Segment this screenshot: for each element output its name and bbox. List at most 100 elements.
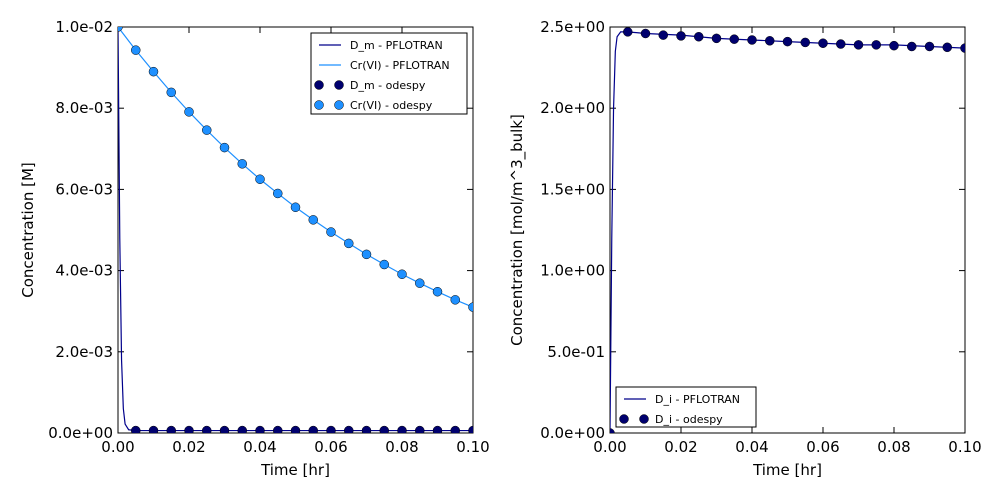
series-point-2	[273, 425, 283, 433]
series-point-2	[415, 425, 425, 433]
series-point-1	[889, 40, 899, 51]
y-tick-label: 2.0e+00	[540, 99, 605, 117]
y-axis-label: Concentration [mol/m^3_bulk]	[508, 114, 527, 346]
x-tick-label: 0.08	[385, 438, 418, 456]
series-point-1	[623, 27, 633, 37]
x-tick-label: 0.04	[243, 438, 276, 456]
y-tick-label: 2.0e-03	[55, 343, 113, 361]
x-tick-label: 0.02	[664, 438, 697, 456]
series-point-3	[308, 215, 318, 225]
series-point-3	[184, 107, 194, 117]
series-point-3	[290, 202, 301, 213]
plot-area	[118, 27, 473, 433]
legend-label: D_i - PFLOTRAN	[655, 393, 740, 406]
plot-frame	[609, 26, 966, 434]
series-point-2	[202, 425, 212, 433]
series-point-2	[255, 425, 265, 433]
series-point-1	[782, 36, 793, 47]
legend-box	[615, 386, 757, 428]
x-axis-label: Time [hr]	[752, 461, 822, 479]
series-point-2	[379, 425, 389, 433]
y-tick-label: 1.0e-02	[55, 18, 113, 36]
series-point-3	[131, 45, 141, 55]
series-point-3	[326, 227, 336, 237]
right-panel: 0.00 0.02 0.04 0.06 0.08 0.10 0.0e+00 5.0e-01 1.…	[508, 18, 982, 479]
series-point-2	[131, 425, 141, 433]
series-point-3	[468, 302, 473, 312]
series-point-2	[450, 425, 460, 433]
series-point-3	[450, 295, 460, 305]
legend-label: D_m - odespy	[350, 79, 426, 92]
series-point-2	[361, 425, 372, 433]
series-point-3	[379, 259, 389, 270]
series-point-2	[344, 425, 354, 433]
series-point-3	[237, 159, 247, 169]
legend-label: D_m - PFLOTRAN	[350, 39, 443, 52]
left-panel: 0.00 0.02 0.04 0.06 0.08 0.10 0.0e+00 2.0e-03 4.…	[19, 18, 490, 479]
series-point-3	[361, 249, 372, 260]
series-point-1	[800, 37, 810, 48]
x-axis-label: Time [hr]	[260, 461, 330, 479]
x-tick-label: 0.00	[593, 438, 626, 456]
series-point-3	[397, 269, 407, 280]
series-point-3	[432, 286, 443, 297]
y-tick-label: 8.0e-03	[55, 99, 113, 117]
legend-swatch-marker	[619, 414, 629, 424]
series-point-3	[202, 125, 212, 135]
legend-box	[310, 32, 468, 115]
series-point-1	[640, 28, 651, 39]
series-point-1	[676, 31, 686, 41]
series-point-1	[658, 30, 668, 40]
x-tick-label: 0.04	[735, 438, 768, 456]
legend-label: D_i - odespy	[655, 413, 723, 426]
series-point-1	[853, 40, 864, 50]
series-point-1	[711, 33, 722, 44]
series-point-1	[747, 35, 757, 45]
y-tick-label: 5.0e-01	[547, 343, 605, 361]
legend-label: Cr(VI) - odespy	[350, 99, 433, 112]
series-point-2	[290, 425, 301, 433]
series-point-1	[907, 41, 917, 52]
series-point-2	[237, 425, 247, 433]
legend-swatch-marker	[334, 100, 344, 110]
x-tick-label: 0.06	[314, 438, 347, 456]
legend-swatch-marker	[314, 100, 324, 110]
series-point-3	[219, 142, 230, 153]
series-point-3	[415, 278, 425, 288]
series-point-3	[118, 27, 123, 32]
x-tick-label: 0.08	[877, 438, 910, 456]
series-point-2	[432, 425, 443, 433]
y-tick-label: 0.0e+00	[540, 424, 605, 442]
series-point-2	[184, 425, 194, 433]
y-tick-label: 6.0e-03	[55, 180, 113, 198]
plot-area	[610, 27, 965, 433]
x-tick-label: 0.00	[101, 438, 134, 456]
series-point-2	[148, 425, 159, 433]
y-tick-label: 4.0e-03	[55, 262, 113, 280]
series-point-1	[610, 428, 615, 433]
legend-swatch-marker	[314, 80, 324, 90]
series-point-1	[924, 41, 935, 52]
series-point-2	[397, 425, 407, 433]
series-point-1	[836, 39, 846, 49]
series-point-2	[308, 425, 318, 433]
legend-swatch-marker	[334, 80, 344, 90]
series-point-3	[166, 87, 176, 98]
series-point-2	[219, 425, 230, 433]
y-axis-label: Concentration [M]	[19, 162, 37, 298]
series-point-2	[326, 425, 336, 433]
series-point-1	[694, 31, 704, 42]
y-tick-label: 0.0e+00	[48, 424, 113, 442]
series-point-1	[871, 40, 881, 50]
y-tick-label: 1.0e+00	[540, 262, 605, 280]
legend-label: Cr(VI) - PFLOTRAN	[350, 59, 450, 72]
legend-swatch-marker	[639, 414, 649, 424]
series-point-1	[765, 36, 775, 46]
x-tick-label: 0.10	[456, 438, 489, 456]
series-point-3	[255, 174, 265, 184]
series-point-2	[468, 425, 473, 433]
series-point-1	[960, 43, 965, 53]
series-point-3	[344, 238, 354, 249]
y-tick-label: 2.5e+00	[540, 18, 605, 36]
